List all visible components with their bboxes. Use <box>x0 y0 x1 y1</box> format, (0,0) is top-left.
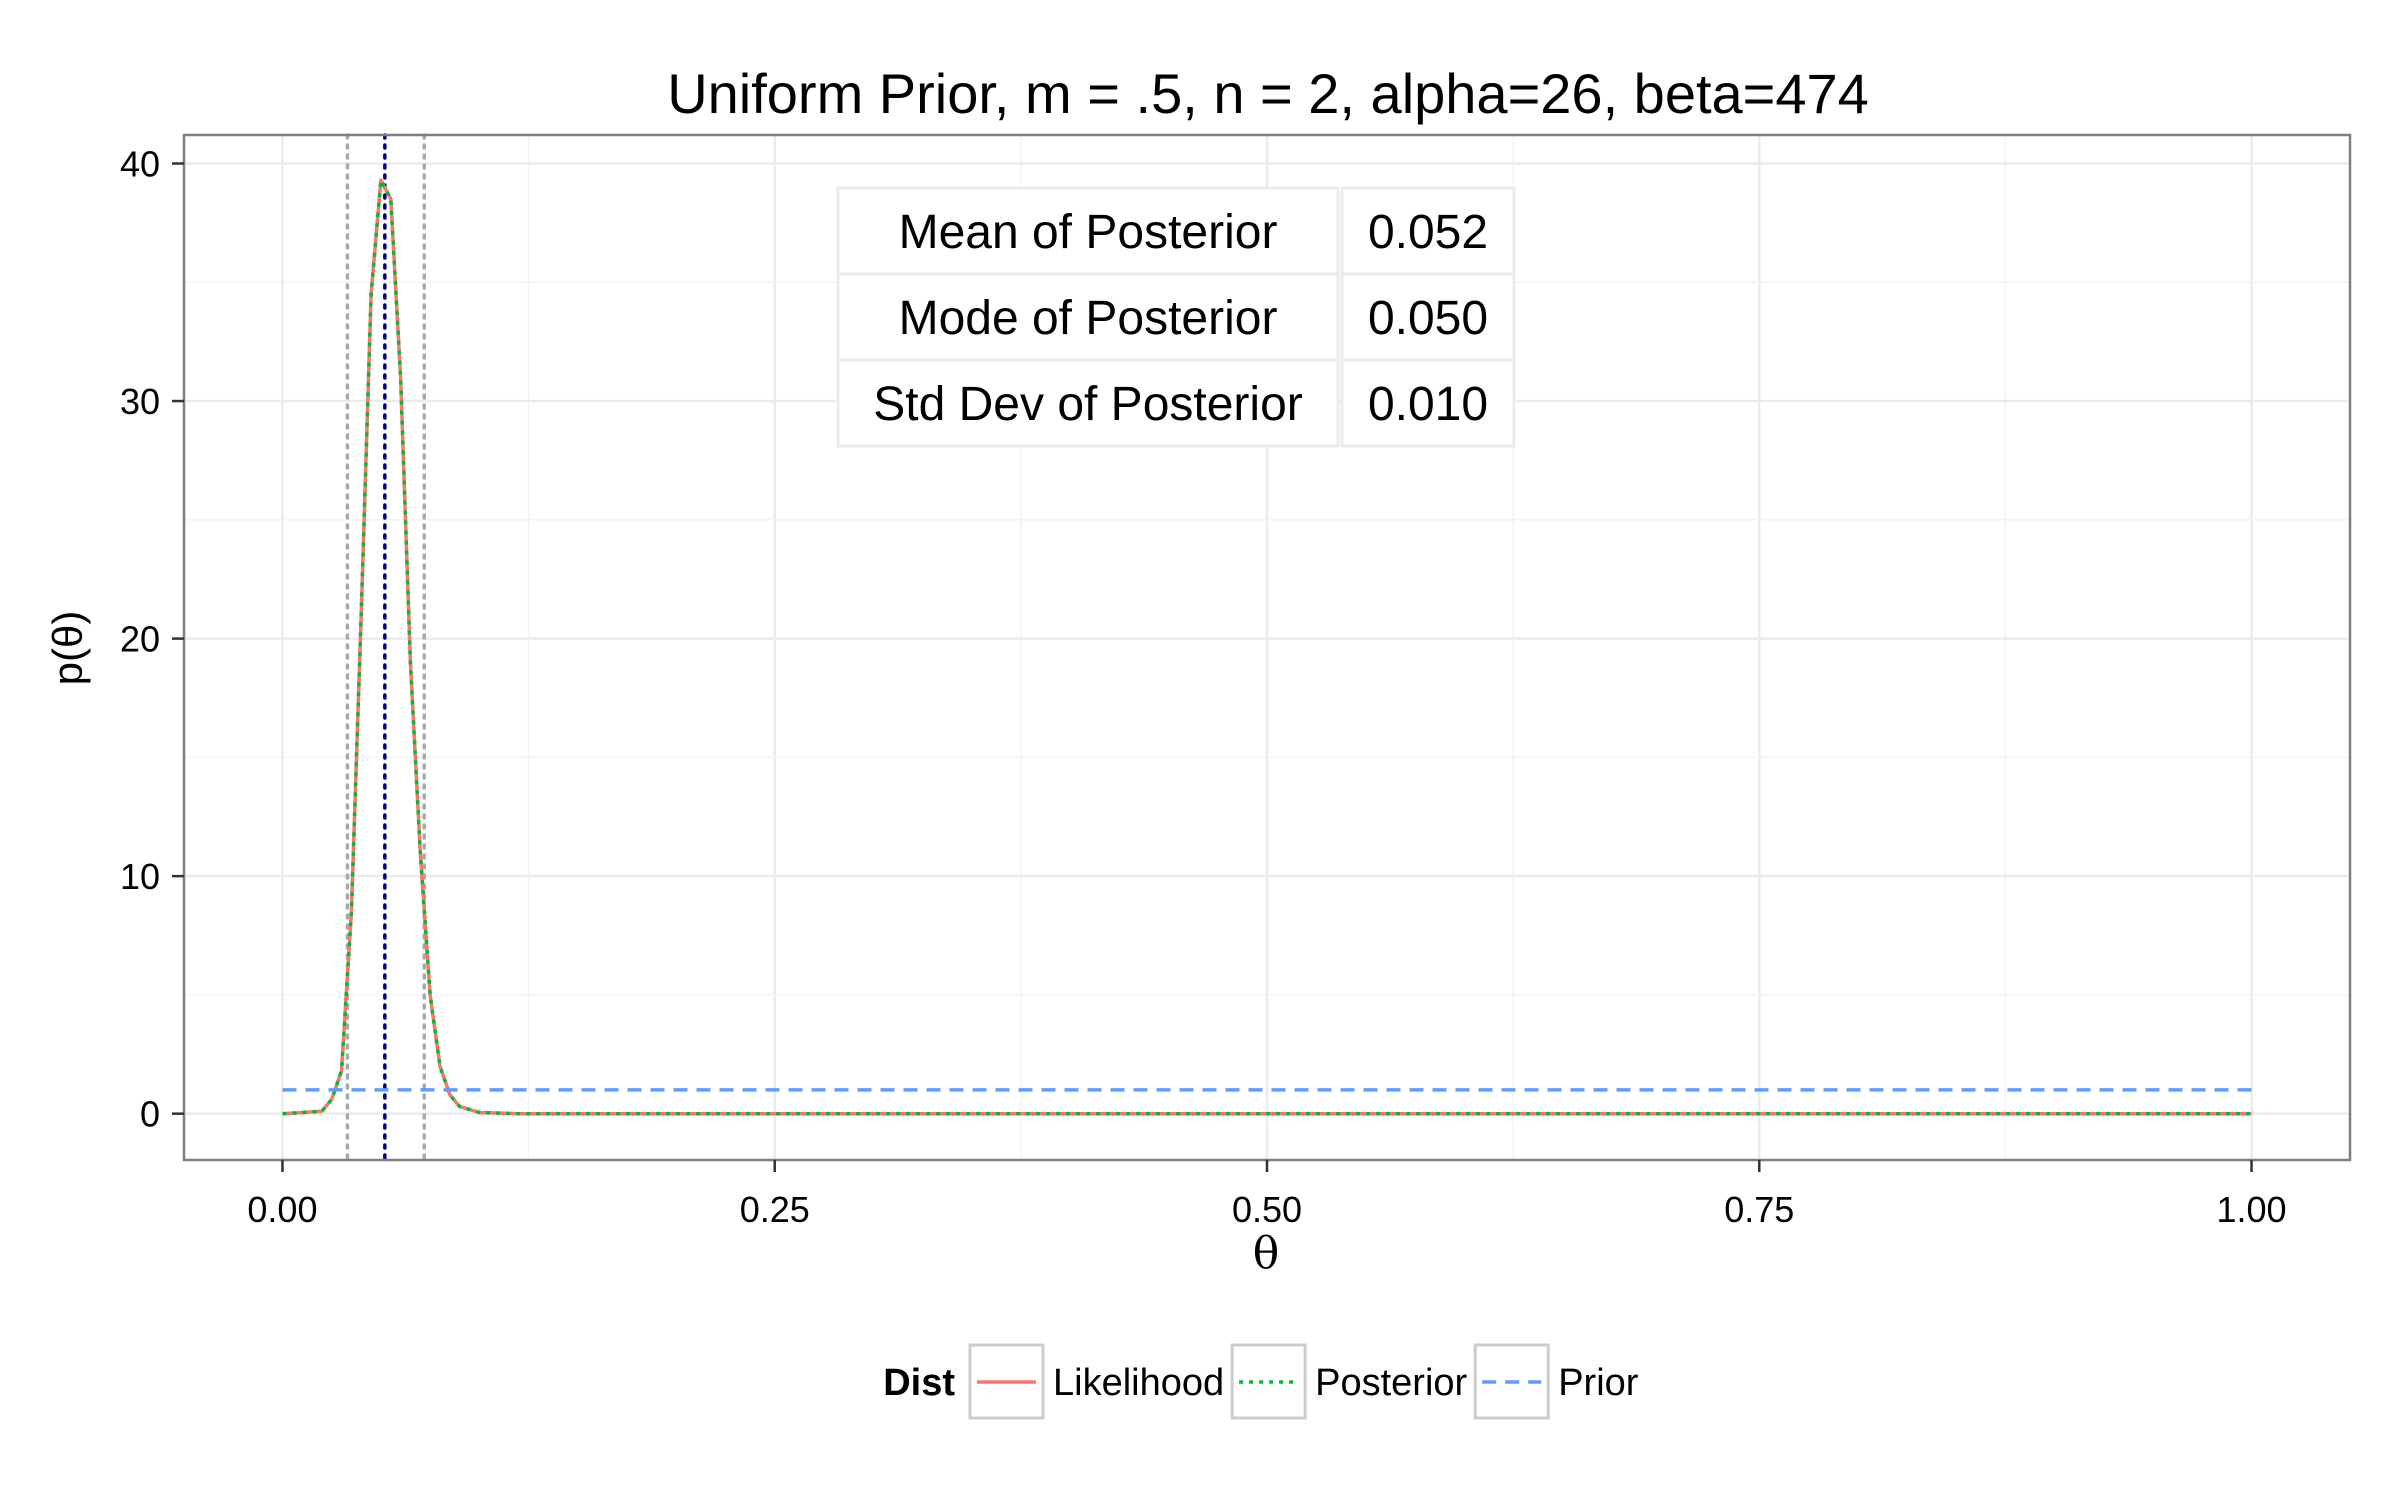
stats-table-value-cell <box>1340 358 1516 448</box>
stats-table-value: 0.052 <box>1368 206 1488 259</box>
y-tick-label: 0 <box>140 1094 160 1135</box>
series-line-posterior <box>282 178 2252 1116</box>
stats-table-label-cell <box>836 358 1340 448</box>
stats-table-value-cell <box>1340 186 1516 276</box>
x-axis-label: θ <box>1253 1228 1280 1279</box>
series-lines <box>282 178 2252 1116</box>
y-tick-label: 40 <box>120 144 160 185</box>
chart-title: Uniform Prior, m = .5, n = 2, alpha=26, … <box>667 62 1869 125</box>
axes: 0.00 0.25 0.50 0.75 1.00 0 10 20 30 40 <box>120 144 2287 1230</box>
legend-item-posterior: Posterior <box>1230 1343 1468 1420</box>
y-tick-label: 10 <box>120 856 160 897</box>
legend-label: Posterior <box>1315 1362 1467 1404</box>
stats-table-label: Mode of Posterior <box>899 292 1278 345</box>
x-tick-label: 0.00 <box>247 1189 317 1230</box>
x-tick-label: 1.00 <box>2217 1189 2287 1230</box>
stats-table-value-cell <box>1340 272 1516 362</box>
y-tick-label: 20 <box>120 619 160 660</box>
x-tick-label: 0.75 <box>1724 1189 1794 1230</box>
legend-label: Prior <box>1558 1362 1639 1404</box>
stats-table-label: Mean of Posterior <box>899 206 1278 259</box>
y-axis-label: p(θ) <box>44 611 91 686</box>
legend: Dist Likelihood Posterior Prior <box>883 1343 1639 1420</box>
x-tick-label: 0.25 <box>740 1189 810 1230</box>
legend-title: Dist <box>883 1362 955 1404</box>
legend-label: Likelihood <box>1053 1362 1224 1404</box>
stats-table-value: 0.050 <box>1368 292 1488 345</box>
y-tick-label: 30 <box>120 381 160 422</box>
x-tick-label: 0.50 <box>1232 1189 1302 1230</box>
stats-table: Mean of Posterior 0.052 Mode of Posterior 0… <box>836 186 1516 448</box>
legend-item-likelihood: Likelihood <box>968 1343 1224 1420</box>
stats-table-value: 0.010 <box>1368 378 1488 431</box>
legend-item-prior: Prior <box>1473 1343 1639 1420</box>
stats-table-label: Std Dev of Posterior <box>873 378 1303 431</box>
